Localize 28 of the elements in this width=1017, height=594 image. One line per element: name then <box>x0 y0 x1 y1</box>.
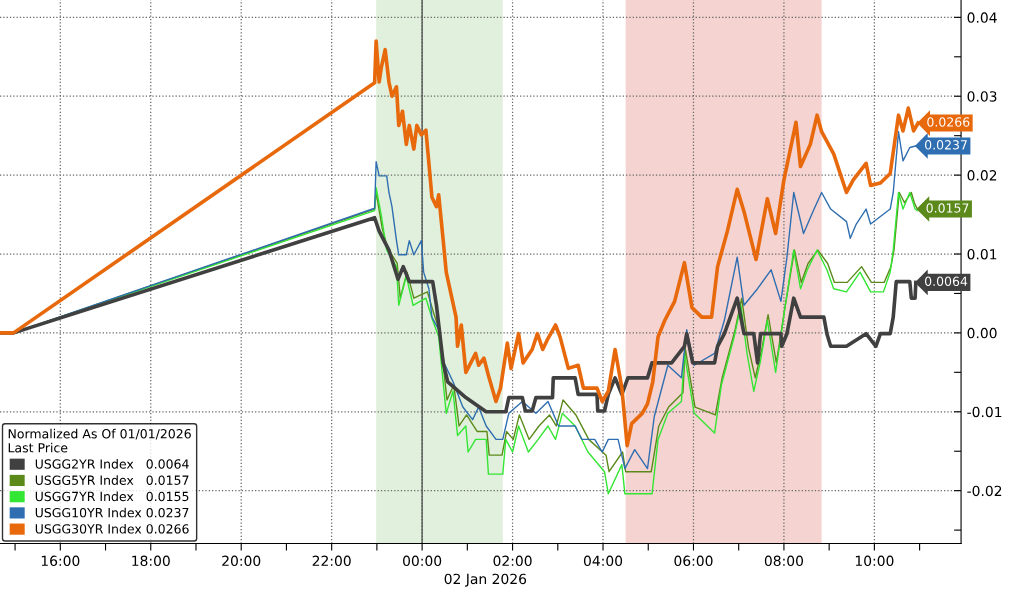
x-tick-label: 22:00 <box>312 555 351 567</box>
data-label: 0.0157 <box>926 203 969 213</box>
legend-label: USGG5YR Index 0.0157 <box>35 475 189 485</box>
legend-label: USGG7YR Index 0.0155 <box>35 491 189 502</box>
x-axis-title: 02 Jan 2026 <box>444 573 527 587</box>
x-tick-label: 08:00 <box>764 555 804 567</box>
data-label: 0.0266 <box>927 117 970 127</box>
y-tick-label: -0.02 <box>967 485 1002 497</box>
y-tick-label: 0.01 <box>967 248 997 260</box>
x-tick-label: 10:00 <box>855 555 894 567</box>
x-tick-label: 20:00 <box>222 555 261 567</box>
x-tick-label: 00:00 <box>403 555 442 567</box>
data-label: 0.0064 <box>925 276 968 287</box>
x-tick-label: 02:00 <box>493 555 532 567</box>
x-tick-label: 16:00 <box>41 555 80 567</box>
legend-label: USGG2YR Index 0.0064 <box>35 459 189 469</box>
y-tick-label: 0.00 <box>967 327 997 339</box>
legend-title: Normalized As Of 01/01/2026 Last Price <box>8 428 191 453</box>
y-tick-label: 0.03 <box>967 91 997 102</box>
y-tick-label: -0.01 <box>967 406 1002 418</box>
x-tick-label: 06:00 <box>674 555 713 567</box>
legend-label: USGG30YR Index 0.0266 <box>35 523 189 534</box>
x-tick-label: 18:00 <box>132 555 170 567</box>
legend-label: USGG10YR Index 0.0237 <box>35 507 189 518</box>
x-tick-label: 04:00 <box>583 555 623 567</box>
y-tick-label: 0.02 <box>967 170 997 181</box>
data-label: 0.0237 <box>925 140 967 150</box>
y-tick-label: 0.04 <box>967 12 997 23</box>
